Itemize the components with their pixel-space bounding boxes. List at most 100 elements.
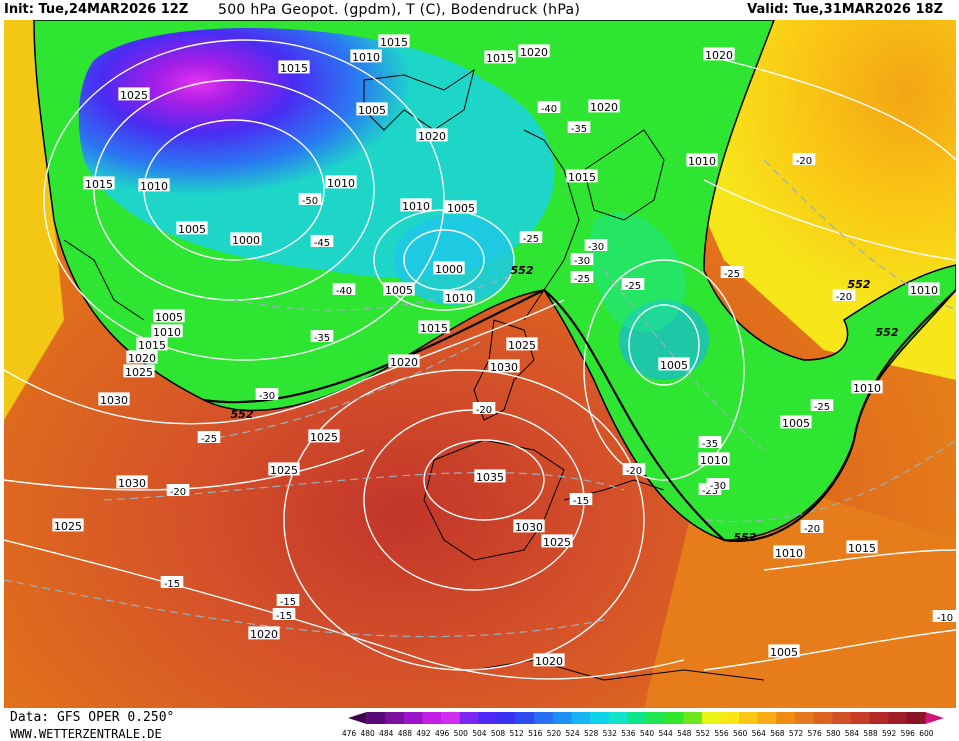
pressure-label-text: 1005 xyxy=(782,417,810,430)
temperature-label: -30 xyxy=(570,253,594,267)
legend-swatch xyxy=(627,712,647,724)
legend-tick-label: 532 xyxy=(603,729,618,738)
pressure-label-text: 1020 xyxy=(590,101,618,114)
pressure-label-text: 1015 xyxy=(848,542,876,555)
pressure-label-text: 1025 xyxy=(508,339,536,352)
legend-swatch xyxy=(366,712,386,724)
legend-swatch xyxy=(757,712,777,724)
legend-swatch xyxy=(497,712,516,724)
pressure-label: 1025 xyxy=(52,518,84,533)
legend-swatch xyxy=(403,712,423,724)
temperature-label-text: -35 xyxy=(702,439,718,450)
legend-swatch xyxy=(385,712,405,724)
pressure-label-text: 1020 xyxy=(705,49,733,62)
legend-swatch xyxy=(888,712,908,724)
temperature-label-text: -30 xyxy=(588,242,604,253)
temperature-label-text: -20 xyxy=(836,292,852,303)
temperature-label-text: -35 xyxy=(571,124,587,135)
temperature-label: -15 xyxy=(160,576,184,590)
pressure-label-text: 1020 xyxy=(390,356,418,369)
temperature-label-text: -20 xyxy=(804,524,820,535)
pressure-label: 1005 xyxy=(383,282,415,297)
legend-swatch xyxy=(869,712,889,724)
pressure-label-text: 1010 xyxy=(853,382,881,395)
temperature-label: -25 xyxy=(197,431,221,445)
temperature-label: -50 xyxy=(298,193,322,207)
temperature-label: -10 xyxy=(933,610,956,624)
legend-swatch xyxy=(683,712,703,724)
pressure-label-text: 1000 xyxy=(232,234,260,247)
pressure-label: 1030 xyxy=(116,475,148,490)
map-title: 500 hPa Geopot. (gpdm), T (C), Bodendruc… xyxy=(218,2,581,18)
temperature-label-text: -30 xyxy=(710,481,726,492)
legend-tick-label: 488 xyxy=(398,729,413,738)
pressure-label: 1020 xyxy=(703,47,735,62)
temperature-label: -35 xyxy=(310,330,334,344)
pressure-label: 1020 xyxy=(416,128,448,143)
temperature-label-text: -30 xyxy=(259,391,275,402)
legend-swatch xyxy=(441,712,461,724)
legend-tick-label: 512 xyxy=(509,729,524,738)
pressure-label-text: 1010 xyxy=(140,180,168,193)
legend-swatch xyxy=(739,712,759,724)
legend-tick-label: 492 xyxy=(416,729,431,738)
website-link[interactable]: WWW.WETTERZENTRALE.DE xyxy=(10,727,162,741)
valid-time: Valid: Tue,31MAR2026 18Z xyxy=(747,2,943,17)
pressure-label: 1010 xyxy=(350,49,382,64)
legend-tick-label: 564 xyxy=(752,729,767,738)
pressure-label-text: 1035 xyxy=(476,471,504,484)
legend-tick-label: 508 xyxy=(491,729,506,738)
legend-tick-label: 484 xyxy=(379,729,394,738)
legend-tick-label: 520 xyxy=(547,729,562,738)
temperature-label: -30 xyxy=(706,478,730,492)
pressure-label: 1010 xyxy=(773,545,805,560)
pressure-label: 1010 xyxy=(151,324,183,339)
pressure-label-text: 1005 xyxy=(447,202,475,215)
legend-tick-label: 600 xyxy=(919,729,934,738)
legend-swatch xyxy=(552,712,572,724)
legend-tick-label: 516 xyxy=(528,729,543,738)
pressure-label-text: 1015 xyxy=(85,178,113,191)
pressure-label-text: 1020 xyxy=(250,628,278,641)
pressure-label-text: 1005 xyxy=(155,311,183,324)
temperature-label-text: -25 xyxy=(814,402,830,413)
pressure-label-text: 1030 xyxy=(490,361,518,374)
pressure-label-text: 1025 xyxy=(120,89,148,102)
pressure-label: 1000 xyxy=(433,261,465,276)
pressure-label-text: 1025 xyxy=(310,431,338,444)
pressure-label-text: 1030 xyxy=(515,521,543,534)
legend-tick-label: 560 xyxy=(733,729,748,738)
pressure-label-text: 1005 xyxy=(660,359,688,372)
pressure-label-text: 1010 xyxy=(445,292,473,305)
temperature-label-text: -10 xyxy=(937,613,953,624)
pressure-label: 1010 xyxy=(400,198,432,213)
pressure-label-text: 1000 xyxy=(435,263,463,276)
pressure-label-text: 1025 xyxy=(270,464,298,477)
pressure-label-text: 1005 xyxy=(178,223,206,236)
temperature-label: -20 xyxy=(622,463,646,477)
pressure-label: 1020 xyxy=(533,653,565,668)
pressure-label: 1005 xyxy=(658,357,690,372)
legend-swatch xyxy=(571,712,591,724)
legend-tick-label: 568 xyxy=(770,729,785,738)
geopotential-label: 552 xyxy=(231,408,254,421)
legend-swatch xyxy=(813,712,833,724)
temperature-label-text: -50 xyxy=(302,196,318,207)
legend-tick-label: 556 xyxy=(714,729,729,738)
pressure-label-text: 1020 xyxy=(128,352,156,365)
pressure-label: 1015 xyxy=(846,540,878,555)
pressure-label: 1025 xyxy=(506,337,538,352)
temperature-label-text: -25 xyxy=(523,234,539,245)
legend-tick-label: 588 xyxy=(863,729,878,738)
temperature-label: -20 xyxy=(800,521,824,535)
pressure-label-text: 1005 xyxy=(385,284,413,297)
pressure-label: 1030 xyxy=(488,359,520,374)
legend-swatch xyxy=(906,712,926,724)
pressure-label-text: 1025 xyxy=(125,366,153,379)
temperature-label-text: -35 xyxy=(314,333,330,344)
pressure-label: 1030 xyxy=(513,519,545,534)
pressure-label: 1010 xyxy=(325,175,357,190)
legend-tick-label: 584 xyxy=(845,729,860,738)
temperature-label: -45 xyxy=(310,235,334,249)
pressure-label: 1015 xyxy=(484,50,516,65)
